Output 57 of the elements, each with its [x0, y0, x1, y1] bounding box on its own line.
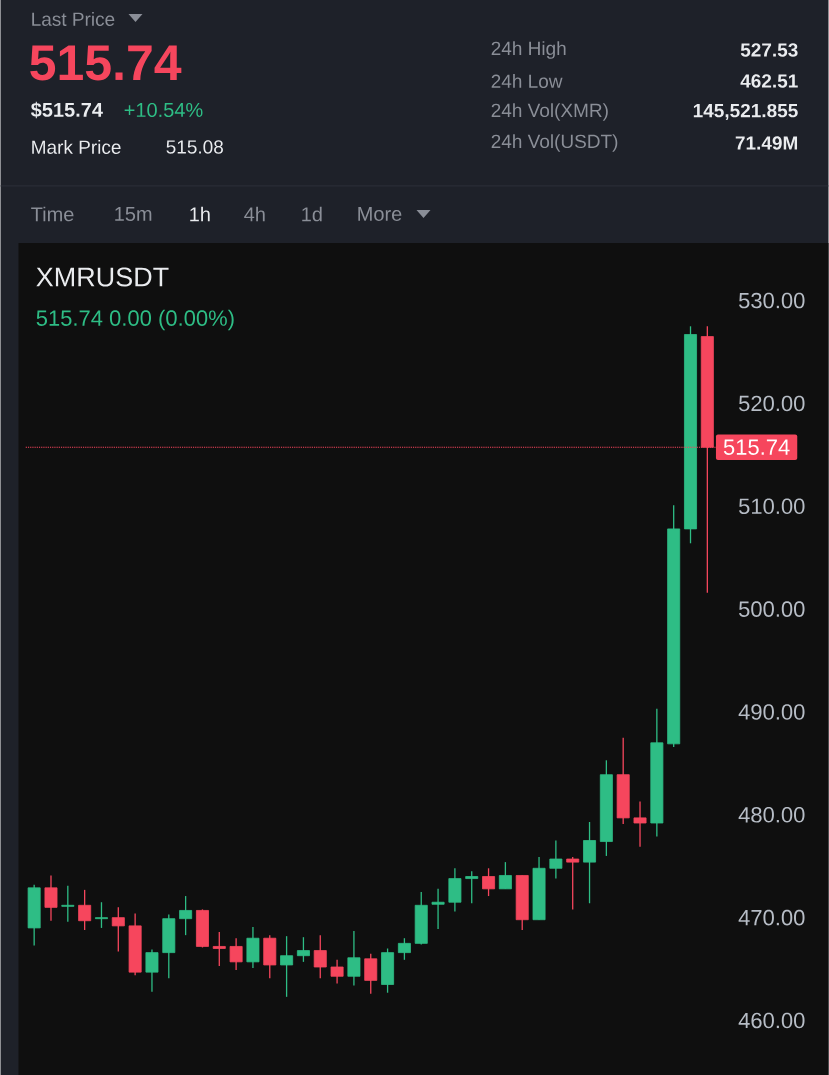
candlestick [145, 948, 159, 993]
text: XMRUSDT [36, 267, 169, 287]
candlestick [633, 800, 647, 848]
text: +10.54% [124, 102, 203, 118]
candlestick [212, 931, 226, 967]
text: Mark Price [32, 140, 121, 154]
text: 527.53 [740, 43, 798, 57]
candlestick [179, 895, 193, 936]
text: 462.51 [740, 74, 798, 88]
candlestick [313, 934, 327, 979]
text: 24h High [491, 41, 566, 59]
text: More [358, 207, 402, 221]
candlestick [465, 870, 479, 904]
candlestick [448, 867, 462, 913]
text: 24h Vol(XMR) [491, 103, 608, 121]
text: 1h [190, 206, 210, 222]
text: 1d [302, 206, 322, 222]
candlestick [566, 856, 580, 911]
candlestick [246, 926, 260, 969]
y-tick-label: 520.00 [738, 395, 805, 412]
candlestick [498, 861, 512, 890]
candlestick [397, 937, 411, 961]
text: 515.74 [30, 45, 182, 81]
candlestick [549, 839, 563, 880]
candlestick [296, 936, 310, 963]
candlestick [583, 821, 596, 904]
text: 515.08 [166, 140, 223, 154]
y-tick-label: 490.00 [738, 704, 805, 720]
text: Time [31, 206, 74, 222]
y-tick-label: 480.00 [738, 807, 805, 823]
text: 515.74 0.00 (0.00%) [36, 309, 234, 331]
ref-line-label: 515.74 [723, 439, 790, 455]
text: 24h Vol(USDT) [491, 134, 618, 152]
candlestick [95, 901, 108, 929]
y-tick-label: 510.00 [738, 498, 805, 515]
y-tick-label: 530.00 [738, 292, 805, 309]
candlestick [61, 885, 75, 923]
text: $515.74 [30, 101, 103, 119]
text: 71.49M [735, 136, 798, 150]
y-tick-label: 460.00 [738, 1012, 805, 1029]
candlestick [44, 874, 58, 922]
y-tick-label: 470.00 [738, 909, 805, 926]
text: 4h [244, 206, 265, 222]
candlestick [364, 952, 378, 995]
candlestick [280, 935, 294, 998]
candlestick [78, 889, 92, 931]
text: 24h Low [491, 74, 563, 88]
text: 15m [115, 207, 152, 221]
candlestick [111, 906, 125, 953]
candlestick [347, 930, 361, 987]
text: Last Price [32, 12, 115, 26]
y-tick-label: 500.00 [738, 601, 805, 617]
candlestick [229, 937, 243, 971]
candlestick [431, 888, 445, 930]
candlestick [330, 959, 344, 985]
candlestick [482, 867, 496, 897]
text: 145,521.855 [693, 103, 798, 121]
